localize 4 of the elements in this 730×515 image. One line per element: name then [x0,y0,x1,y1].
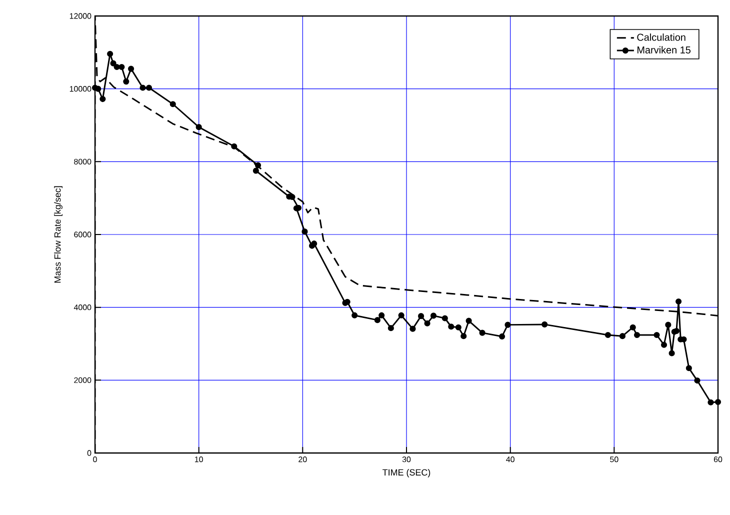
legend-label: Calculation [637,33,686,41]
y-axis-title: Mass Flow Rate [kg/sec] [54,186,62,283]
legend-label: Marviken 15 [637,46,691,54]
x-axis-title: TIME (SEC) [382,469,430,478]
